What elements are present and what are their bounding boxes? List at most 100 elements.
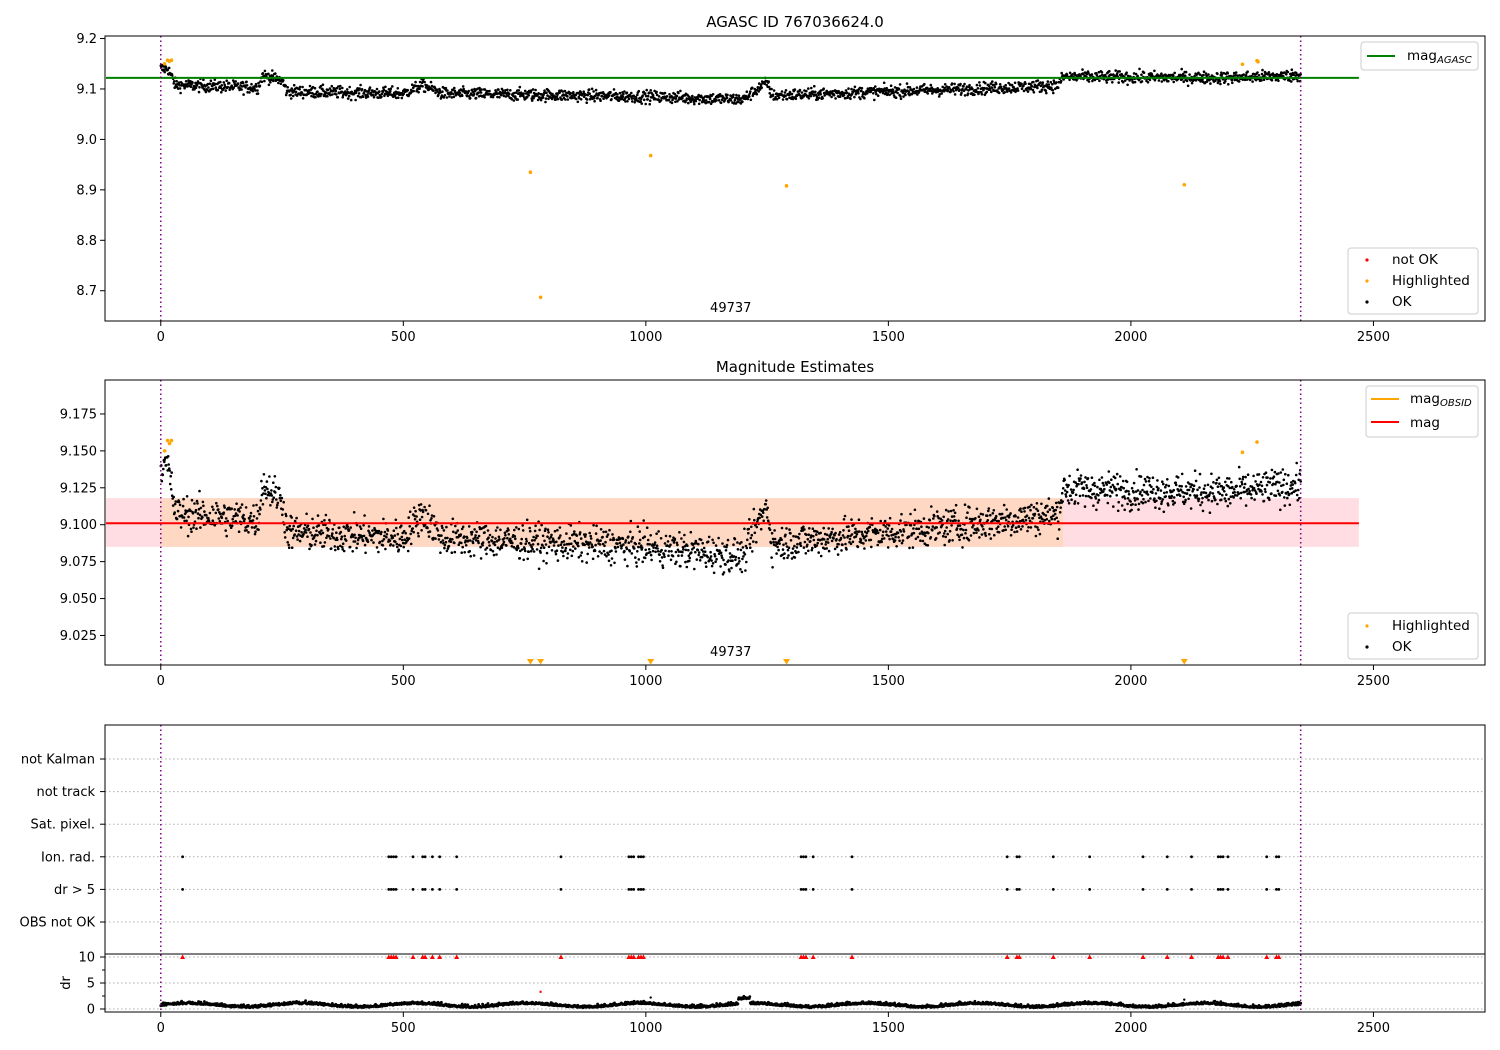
ok-point bbox=[1260, 490, 1263, 493]
ok-point bbox=[1095, 508, 1098, 512]
ok-point bbox=[1244, 73, 1248, 77]
ok-point bbox=[618, 541, 622, 545]
ok-point bbox=[569, 92, 573, 95]
ok-point bbox=[176, 509, 180, 513]
ok-point bbox=[1176, 476, 1180, 479]
ok-point bbox=[586, 552, 589, 556]
ok-point bbox=[610, 98, 613, 101]
ok-point bbox=[510, 97, 514, 101]
ok-point bbox=[966, 511, 969, 514]
ok-point bbox=[222, 81, 226, 84]
ok-point bbox=[634, 542, 638, 546]
ok-point bbox=[1216, 502, 1219, 506]
ok-point bbox=[667, 550, 671, 553]
ok-point bbox=[824, 543, 827, 546]
ok-point bbox=[891, 89, 895, 92]
ok-point bbox=[443, 94, 447, 97]
ok-point bbox=[704, 565, 708, 568]
ok-point bbox=[179, 91, 182, 95]
ok-point bbox=[1040, 88, 1044, 92]
ok-point bbox=[913, 508, 917, 512]
ok-point bbox=[1028, 505, 1031, 509]
ok-point bbox=[190, 530, 193, 533]
ok-point bbox=[1201, 509, 1205, 513]
ok-point bbox=[319, 532, 323, 536]
ok-point bbox=[802, 546, 806, 549]
ok-point bbox=[832, 93, 836, 97]
ok-point bbox=[1234, 73, 1237, 77]
ok-point bbox=[887, 524, 891, 527]
ok-point bbox=[838, 95, 842, 98]
ok-point bbox=[186, 534, 190, 538]
ok-point bbox=[1186, 84, 1190, 88]
ok-point bbox=[361, 95, 365, 98]
x-tick-label: 2000 bbox=[1114, 330, 1147, 345]
ok-point bbox=[1163, 491, 1166, 495]
ok-point bbox=[338, 526, 341, 529]
ok-point bbox=[479, 557, 483, 560]
ok-point bbox=[241, 81, 245, 85]
ok-point bbox=[650, 558, 653, 562]
panel1-legend-swatch-highlighted bbox=[1365, 279, 1369, 283]
ok-point bbox=[441, 90, 444, 93]
panel1-legend-ok: OK bbox=[1392, 294, 1413, 310]
ok-point bbox=[328, 518, 331, 522]
ok-point bbox=[1257, 473, 1261, 476]
ok-point bbox=[1094, 497, 1098, 500]
ok-point bbox=[799, 544, 803, 548]
ok-point bbox=[439, 91, 442, 94]
ok-point bbox=[1174, 483, 1178, 487]
ok-point bbox=[307, 527, 311, 531]
ok-point bbox=[1281, 468, 1285, 471]
flag-point bbox=[1275, 888, 1278, 891]
ok-point bbox=[697, 551, 701, 554]
ok-point bbox=[347, 528, 351, 532]
ok-point bbox=[1202, 70, 1206, 73]
ok-point bbox=[687, 554, 691, 557]
ok-point bbox=[737, 556, 741, 560]
ok-point bbox=[947, 510, 950, 513]
ok-point bbox=[1290, 68, 1294, 71]
ok-point bbox=[208, 511, 212, 515]
ok-point bbox=[1273, 470, 1277, 474]
ok-point bbox=[1223, 497, 1227, 500]
ok-point bbox=[199, 506, 203, 510]
ok-point bbox=[506, 88, 509, 92]
ok-point bbox=[517, 527, 521, 531]
ok-point bbox=[234, 520, 237, 523]
ok-point bbox=[1187, 497, 1190, 501]
ok-point bbox=[1180, 67, 1183, 71]
ok-point bbox=[1074, 493, 1078, 497]
ok-point bbox=[356, 542, 359, 545]
ok-point bbox=[257, 81, 260, 85]
ok-point bbox=[1077, 482, 1080, 486]
ok-point bbox=[830, 530, 833, 534]
ok-point bbox=[323, 519, 326, 522]
ok-point bbox=[882, 81, 886, 85]
ok-point bbox=[980, 90, 983, 94]
ok-point bbox=[1054, 81, 1058, 84]
ok-point bbox=[965, 85, 969, 88]
ok-point bbox=[481, 544, 484, 547]
ok-point bbox=[509, 537, 512, 541]
ok-point bbox=[381, 544, 385, 547]
ok-point bbox=[997, 531, 1001, 534]
ok-point bbox=[281, 513, 284, 517]
panel1-frame bbox=[104, 35, 1486, 322]
ok-point bbox=[421, 85, 424, 88]
ok-point bbox=[272, 496, 276, 500]
ok-point bbox=[518, 85, 522, 89]
ok-point bbox=[680, 537, 683, 540]
ok-point bbox=[1120, 504, 1124, 507]
ok-point bbox=[301, 85, 304, 89]
ok-point bbox=[694, 99, 698, 103]
ok-point bbox=[224, 517, 228, 520]
ok-point bbox=[219, 512, 222, 516]
ok-point bbox=[1032, 91, 1036, 94]
ok-point bbox=[1252, 474, 1255, 478]
ok-point bbox=[876, 94, 880, 97]
ok-point bbox=[162, 467, 165, 471]
ok-point bbox=[896, 531, 900, 535]
ok-point bbox=[462, 87, 466, 91]
ok-point bbox=[832, 537, 835, 540]
